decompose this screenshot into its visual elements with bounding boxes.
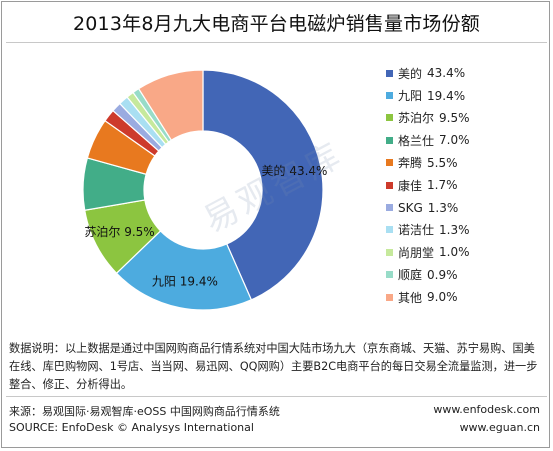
legend-swatch-0	[386, 69, 393, 77]
donut-chart: 美的 43.4% 九阳 19.4% 苏泊尔 9.5%	[82, 69, 327, 311]
legend-name-4: 奔腾	[398, 156, 423, 171]
legend-name-5: 康佳	[398, 178, 423, 193]
footer-divider	[6, 396, 547, 397]
slice-label-1: 九阳 19.4%	[152, 275, 218, 289]
legend-value-10: 9.0%	[427, 290, 458, 305]
legend-name-1: 九阳	[398, 89, 423, 104]
legend-item-9: 顺庭 0.9%	[386, 264, 536, 286]
source-en: SOURCE: EnfoDesk © Analysys Internationa…	[9, 421, 254, 434]
title-divider	[6, 42, 547, 43]
legend-swatch-7	[386, 226, 393, 234]
slice-label-2: 苏泊尔 9.5%	[84, 224, 154, 239]
legend-item-4: 奔腾 5.5%	[386, 152, 536, 174]
legend-value-2: 9.5%	[439, 110, 470, 125]
legend-item-1: 九阳 19.4%	[386, 84, 536, 106]
legend-item-3: 格兰仕 7.0%	[386, 129, 536, 151]
legend-item-7: 诺洁仕 1.3%	[386, 219, 536, 241]
legend-swatch-10	[386, 293, 393, 301]
legend-swatch-9	[386, 271, 393, 279]
legend-value-1: 19.4%	[427, 88, 466, 103]
donut-slices	[82, 69, 324, 311]
website-eguan: www.eguan.cn	[459, 421, 540, 434]
legend-value-5: 1.7%	[427, 178, 458, 193]
data-note: 数据说明：以上数据是通过中国网购商品行情系统对中国大陆市场九大（京东商城、天猫、…	[9, 342, 538, 391]
legend-swatch-4	[386, 159, 393, 167]
legend-value-6: 1.3%	[427, 200, 459, 215]
legend-item-8: 尚朋堂 1.0%	[386, 241, 536, 263]
slice-labels: 美的 43.4% 九阳 19.4% 苏泊尔 9.5%	[84, 163, 327, 289]
legend-name-9: 顺庭	[398, 268, 423, 283]
legend-item-2: 苏泊尔 9.5%	[386, 107, 536, 129]
legend-item-6: SKG 1.3%	[386, 196, 536, 218]
legend-swatch-3	[386, 136, 393, 144]
legend-swatch-8	[386, 248, 393, 256]
legend-value-4: 5.5%	[427, 155, 458, 170]
legend-name-3: 格兰仕	[398, 133, 435, 148]
chart-legend: 美的 43.4% 九阳 19.4% 苏泊尔 9.5% 格兰仕 7.0% 奔腾 5.5% 康佳 1.7%…	[386, 62, 536, 308]
legend-item-5: 康佳 1.7%	[386, 174, 536, 196]
legend-name-2: 苏泊尔	[398, 111, 435, 126]
legend-value-8: 1.0%	[439, 245, 470, 260]
website-enfodesk: www.enfodesk.com	[433, 403, 540, 416]
legend-value-3: 7.0%	[439, 133, 470, 148]
legend-name-10: 其他	[398, 290, 423, 305]
legend-item-0: 美的 43.4%	[386, 62, 536, 84]
slice-10	[137, 69, 204, 142]
slice-label-0: 美的 43.4%	[262, 163, 328, 178]
legend-swatch-1	[386, 92, 393, 100]
legend-item-10: 其他 9.0%	[386, 286, 536, 308]
slice-1	[115, 230, 253, 311]
legend-value-7: 1.3%	[439, 222, 470, 237]
legend-value-0: 43.4%	[427, 66, 466, 81]
legend-name-6: SKG	[398, 200, 423, 215]
legend-swatch-2	[386, 114, 393, 122]
legend-name-8: 尚朋堂	[398, 245, 435, 260]
legend-name-7: 诺洁仕	[398, 223, 435, 238]
slice-0	[202, 69, 324, 301]
legend-swatch-5	[386, 181, 393, 189]
legend-name-0: 美的	[398, 66, 423, 81]
legend-swatch-6	[386, 204, 393, 212]
legend-value-9: 0.9%	[427, 267, 458, 282]
chart-title: 2013年8月九大电商平台电磁炉销售量市场份额	[72, 13, 481, 35]
source-cn: 来源：易观国际·易观智库·eOSS 中国网购商品行情系统	[9, 405, 280, 418]
